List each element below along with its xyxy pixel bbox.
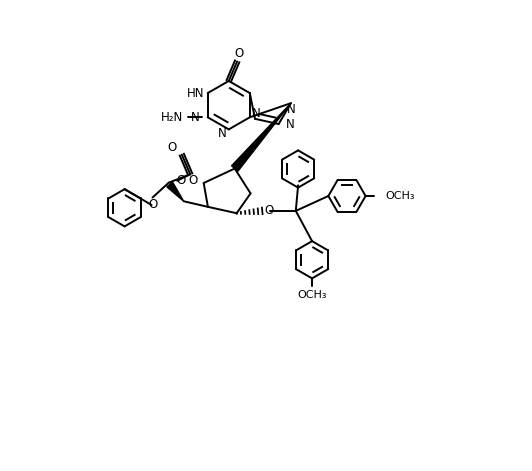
Polygon shape <box>231 103 291 171</box>
Text: OCH₃: OCH₃ <box>386 191 415 201</box>
Text: N: N <box>252 107 260 120</box>
Text: O: O <box>176 174 186 187</box>
Text: N: N <box>287 103 295 116</box>
Text: N: N <box>190 111 200 124</box>
Text: N: N <box>218 127 227 139</box>
Text: O: O <box>264 204 273 218</box>
Text: OCH₃: OCH₃ <box>297 290 327 300</box>
Text: HN: HN <box>187 87 204 99</box>
Text: O: O <box>148 197 157 211</box>
Polygon shape <box>167 182 184 201</box>
Text: O: O <box>235 48 244 60</box>
Text: H₂N: H₂N <box>161 111 184 124</box>
Text: O: O <box>167 141 176 154</box>
Text: N: N <box>286 118 294 130</box>
Text: O: O <box>189 174 198 187</box>
